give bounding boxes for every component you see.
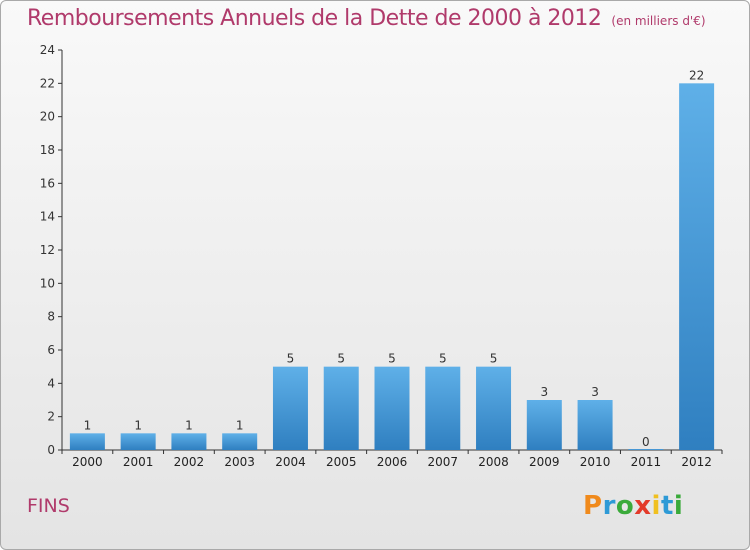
bar-2012 xyxy=(679,83,715,450)
bar-2004 xyxy=(272,366,308,450)
bar-2000 xyxy=(69,433,105,450)
x-tick-label: 2005 xyxy=(326,455,357,469)
logo-letter: i xyxy=(673,491,684,521)
y-tick-label: 0 xyxy=(47,443,55,457)
bar-2005 xyxy=(323,366,359,450)
x-tick-label: 2007 xyxy=(427,455,458,469)
x-tick-label: 2002 xyxy=(174,455,205,469)
x-tick-label: 2010 xyxy=(580,455,611,469)
bar-value-label: 1 xyxy=(84,418,92,432)
bar-value-label: 22 xyxy=(689,68,704,82)
logo-letter: o xyxy=(615,491,635,521)
bar-value-label: 5 xyxy=(490,352,498,366)
bar-2002 xyxy=(171,433,207,450)
y-tick-label: 12 xyxy=(40,243,55,257)
logo-letter: r xyxy=(602,491,616,521)
bar-value-label: 5 xyxy=(287,352,295,366)
bar-2011 xyxy=(628,449,664,450)
bar-value-label: 1 xyxy=(185,418,193,432)
bar-value-label: 5 xyxy=(439,352,447,366)
bar-2003 xyxy=(222,433,258,450)
y-tick-label: 4 xyxy=(47,376,55,390)
place-name: FINS xyxy=(27,495,70,517)
x-tick-label: 2012 xyxy=(681,455,712,469)
y-tick-label: 10 xyxy=(40,276,55,290)
x-tick-label: 2003 xyxy=(224,455,255,469)
logo-letter: t xyxy=(660,491,674,521)
proxiti-logo: Proxiti xyxy=(583,491,683,521)
logo-letter: P xyxy=(583,491,603,521)
bar-2008 xyxy=(476,366,512,450)
bar-value-label: 5 xyxy=(388,352,396,366)
y-tick-label: 18 xyxy=(40,143,55,157)
x-tick-label: 2008 xyxy=(478,455,509,469)
logo-letter: i xyxy=(651,491,661,521)
bar-value-label: 1 xyxy=(134,418,142,432)
chart-title: Remboursements Annuels de la Dette de 20… xyxy=(27,6,602,31)
bar-value-label: 5 xyxy=(337,352,345,366)
chart-subtitle: (en milliers d'€) xyxy=(611,14,706,28)
x-tick-label: 2004 xyxy=(275,455,306,469)
y-tick-label: 14 xyxy=(40,210,55,224)
y-tick-label: 24 xyxy=(40,43,55,57)
y-tick-label: 22 xyxy=(40,76,55,90)
y-tick-label: 8 xyxy=(47,310,55,324)
x-tick-label: 2001 xyxy=(123,455,154,469)
x-tick-label: 2000 xyxy=(72,455,103,469)
chart-title-block: Remboursements Annuels de la Dette de 20… xyxy=(27,6,706,31)
y-tick-label: 2 xyxy=(47,410,55,424)
bar-2010 xyxy=(577,400,613,450)
x-tick-label: 2009 xyxy=(529,455,560,469)
y-tick-label: 16 xyxy=(40,176,55,190)
bar-2001 xyxy=(120,433,156,450)
bar-value-label: 0 xyxy=(642,435,650,449)
bar-2009 xyxy=(526,400,562,450)
x-tick-label: 2006 xyxy=(377,455,408,469)
y-tick-label: 6 xyxy=(47,343,55,357)
bar-value-label: 3 xyxy=(591,385,599,399)
y-tick-label: 20 xyxy=(40,110,55,124)
bar-value-label: 3 xyxy=(540,385,548,399)
bar-value-label: 1 xyxy=(236,418,244,432)
bar-2007 xyxy=(425,366,461,450)
x-tick-label: 2011 xyxy=(631,455,662,469)
bar-2006 xyxy=(374,366,410,450)
logo-letter: x xyxy=(634,491,652,521)
